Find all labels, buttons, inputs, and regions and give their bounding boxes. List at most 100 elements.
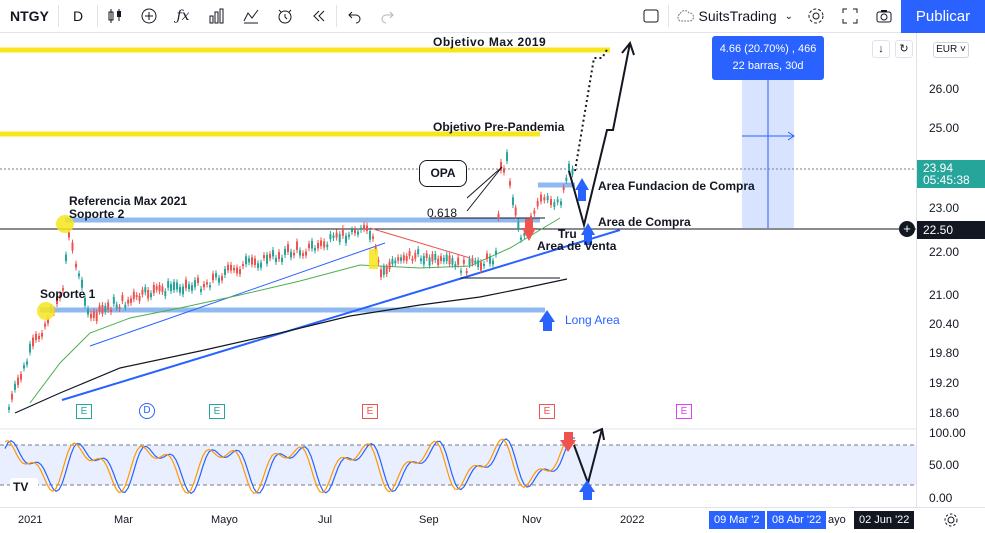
- candle-body: [517, 221, 520, 229]
- currency-dropdown[interactable]: EUR ˅: [933, 42, 969, 58]
- candle-body: [38, 335, 40, 340]
- candle-body: [158, 285, 161, 292]
- settings-gear-icon[interactable]: [799, 0, 833, 33]
- candle-body: [194, 280, 196, 288]
- symbol-search-button[interactable]: NTGY: [10, 7, 49, 24]
- price-axis-label: 25.00: [929, 121, 960, 135]
- candle-body: [388, 261, 391, 270]
- candle-body: [56, 296, 58, 305]
- oscillator-sell-arrow: [560, 432, 576, 452]
- candle-body: [44, 323, 46, 327]
- undo-icon[interactable]: [337, 0, 371, 33]
- label-soporte-1[interactable]: Soporte 1: [40, 287, 96, 301]
- bar-chart-icon[interactable]: [200, 0, 234, 33]
- candle-body: [206, 282, 208, 285]
- candle-body: [233, 267, 235, 271]
- price-chart[interactable]: TV: [0, 33, 916, 507]
- label-objetivo-max-2019[interactable]: Objetivo Max 2019: [433, 35, 547, 49]
- replay-icon[interactable]: [302, 0, 336, 33]
- label-referencia-max-2021[interactable]: Referencia Max 2021: [69, 194, 188, 208]
- event-marker-earnings[interactable]: E: [676, 404, 692, 419]
- ma-black: [14, 278, 568, 414]
- candle-body: [59, 294, 61, 299]
- candle-body: [132, 291, 135, 300]
- label-fib-0618[interactable]: 0.618: [427, 206, 458, 220]
- redo-icon[interactable]: [371, 0, 405, 33]
- candle-body: [32, 337, 34, 347]
- label-soporte-2[interactable]: Soporte 2: [69, 207, 125, 221]
- candle-body: [263, 255, 265, 259]
- price-axis-label: 26.00: [929, 82, 960, 96]
- candle-body: [188, 284, 190, 290]
- candle-body: [176, 282, 178, 290]
- label-area-de-compra[interactable]: Area de Compra: [598, 215, 691, 229]
- label-truncated[interactable]: Tru: [558, 227, 577, 241]
- alert-clock-icon[interactable]: [268, 0, 302, 33]
- candle-body: [506, 152, 508, 162]
- candle-body: [170, 284, 172, 291]
- event-marker-earnings[interactable]: E: [539, 404, 555, 419]
- label-objetivo-pre-pandemia[interactable]: Objetivo Pre-Pandemia: [433, 120, 565, 134]
- scale-down-button[interactable]: ↓: [872, 40, 890, 58]
- candle-body: [380, 269, 382, 278]
- label-long-area[interactable]: Long Area: [565, 313, 620, 327]
- price-axis-label: 20.40: [929, 317, 960, 331]
- add-indicator-icon[interactable]: [132, 0, 166, 33]
- buy-arrow-long-area: [539, 310, 555, 331]
- label-area-de-venta[interactable]: Area de Venta: [537, 239, 617, 253]
- candle-body: [209, 285, 211, 288]
- candle-body: [431, 254, 434, 262]
- candle-body: [141, 289, 144, 295]
- oscillator-axis-label: 100.00: [929, 426, 966, 440]
- candle-body: [110, 309, 112, 312]
- event-marker-earnings[interactable]: E: [76, 404, 92, 419]
- event-marker-earnings[interactable]: E: [209, 404, 225, 419]
- buy-arrow-area-fundacion: [575, 178, 589, 201]
- time-axis-label: Jul: [318, 514, 333, 526]
- candle-body: [112, 296, 115, 304]
- candlestick-series[interactable]: [8, 149, 574, 413]
- fullscreen-icon[interactable]: [833, 0, 867, 33]
- stochastic-oscillator[interactable]: [4, 436, 576, 495]
- candle-body: [260, 262, 262, 268]
- candle-body: [23, 365, 25, 369]
- toolbar-divider: [336, 5, 337, 27]
- candle-body: [269, 254, 271, 259]
- candle-body: [425, 253, 428, 259]
- label-area-fundacion-compra[interactable]: Area Fundacion de Compra: [598, 179, 755, 193]
- candle-body: [543, 197, 546, 201]
- camera-snapshot-icon[interactable]: [867, 0, 901, 33]
- candle-body: [118, 306, 121, 310]
- candle-body: [397, 257, 400, 261]
- interval-button[interactable]: D: [72, 8, 84, 24]
- candle-body: [320, 240, 322, 247]
- time-axis-label: ayo: [828, 514, 846, 526]
- time-axis-settings-icon[interactable]: [942, 511, 960, 529]
- candles-icon[interactable]: [98, 0, 132, 33]
- publish-button[interactable]: Publicar: [901, 0, 985, 33]
- candle-body: [385, 266, 388, 275]
- auto-scale-icon[interactable]: ↻: [895, 40, 913, 58]
- candle-body: [173, 281, 175, 291]
- oscillator-band: [0, 445, 916, 485]
- layout-name-dropdown[interactable]: SuitsTrading ⌄: [669, 8, 799, 24]
- candle-body: [107, 302, 110, 310]
- candle-body: [179, 286, 181, 293]
- candle-body: [483, 263, 485, 267]
- indicators-fx-icon[interactable]: ƒx: [176, 8, 190, 24]
- candle-body: [41, 333, 43, 337]
- event-marker-dividend[interactable]: D: [139, 403, 155, 419]
- templates-icon[interactable]: [234, 0, 268, 33]
- trendline-blue-main[interactable]: [61, 229, 621, 401]
- candle-body: [164, 291, 167, 297]
- candle-body: [161, 286, 164, 293]
- event-marker-earnings[interactable]: E: [362, 404, 378, 419]
- soporte-2-marker: [56, 215, 74, 233]
- opa-callout[interactable]: OPA: [419, 160, 467, 187]
- price-axis[interactable]: EUR ˅ 26.00 25.00 23.94 05:45:38 23.00 2…: [916, 33, 985, 507]
- crosshair-plus-icon[interactable]: +: [899, 221, 915, 237]
- time-axis[interactable]: 2021 Mar Mayo Jul Sep Nov 2022 09 Mar '2…: [0, 507, 985, 533]
- oscillator-axis-label: 0.00: [929, 491, 953, 505]
- layout-square-icon[interactable]: [634, 0, 668, 33]
- candle-body: [434, 253, 437, 260]
